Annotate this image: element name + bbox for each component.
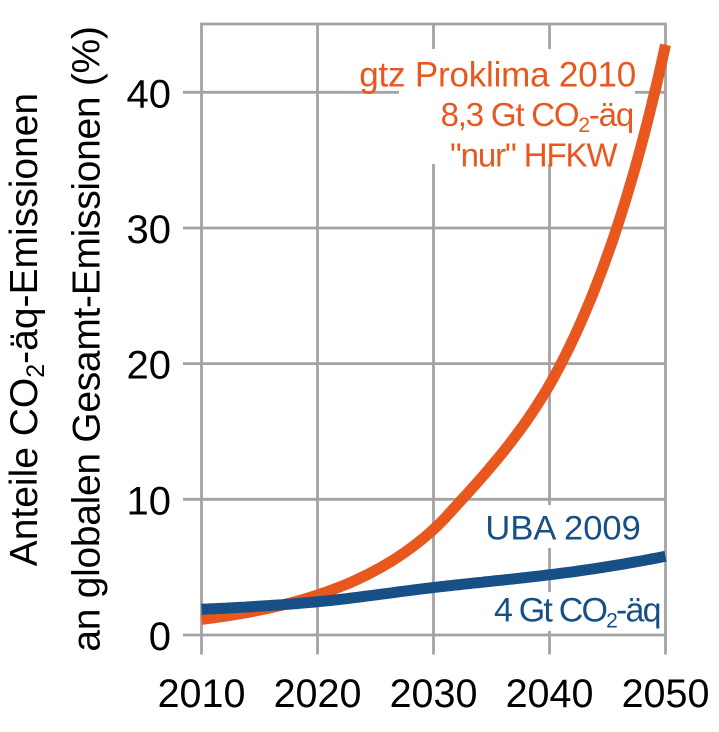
svg-text:2040: 2040 [506,672,594,716]
svg-text:30: 30 [127,208,172,252]
svg-text:"nur" HFKW: "nur" HFKW [450,137,618,174]
svg-text:an globalen Gesamt-Emissionen: an globalen Gesamt-Emissionen (%) [66,26,109,651]
svg-text:20: 20 [127,344,172,388]
svg-text:10: 10 [127,479,172,523]
svg-text:gtz Proklima 2010: gtz Proklima 2010 [359,56,636,95]
svg-text:Anteile CO2-äq-Emissionen: Anteile CO2-äq-Emissionen [3,93,50,566]
svg-text:8,3 Gt CO2-äq: 8,3 Gt CO2-äq [441,96,633,137]
svg-text:UBA 2009: UBA 2009 [485,509,640,547]
svg-text:2020: 2020 [274,672,362,716]
svg-text:40: 40 [127,72,172,116]
svg-text:4 Gt CO2-äq: 4 Gt CO2-äq [494,592,660,633]
svg-text:2030: 2030 [390,672,478,716]
svg-text:0: 0 [149,615,171,659]
svg-text:2050: 2050 [622,672,710,716]
svg-text:2010: 2010 [158,672,246,716]
